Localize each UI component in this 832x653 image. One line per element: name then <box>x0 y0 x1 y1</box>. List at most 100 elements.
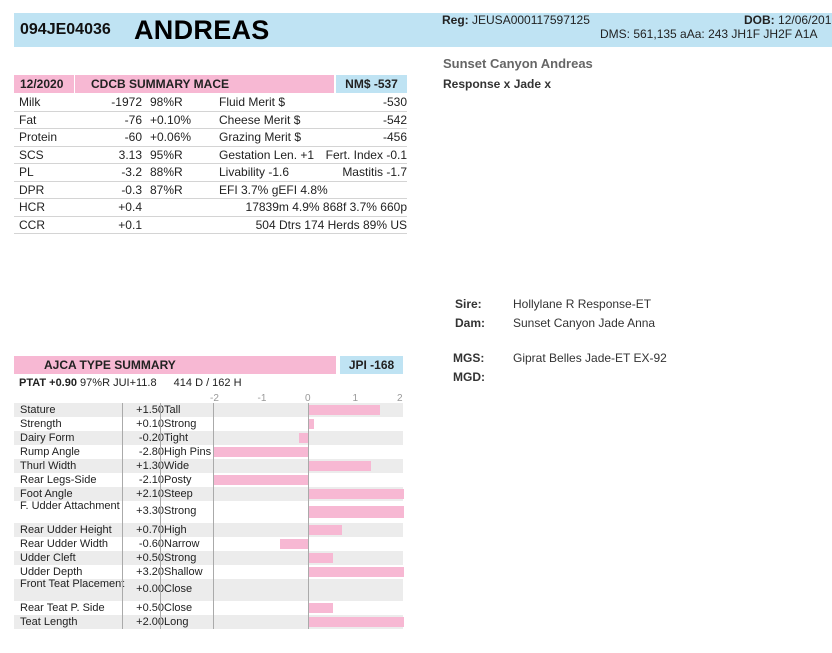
summary-row: SCS 3.13 95%R Gestation Len. +1 Fert. Index … <box>14 147 407 164</box>
type-trait-bar <box>309 419 314 429</box>
type-trait-descriptor: High <box>164 524 187 536</box>
trait-value: -60 <box>124 130 142 144</box>
mgd-label: MGD: <box>453 370 485 384</box>
merit-label: Grazing Merit $ <box>219 130 302 144</box>
sire-label: Sire: <box>455 297 482 311</box>
summary-row: Protein -60 +0.06% Grazing Merit $ -456 <box>14 129 407 147</box>
type-trait-bar <box>309 506 404 518</box>
type-trait-row: Strength +0.10 Strong <box>14 417 403 431</box>
merit-label: Fluid Merit $ <box>219 95 286 109</box>
type-trait-value: +3.30 <box>136 505 164 517</box>
type-trait-bar <box>309 525 343 535</box>
type-trait-bar <box>309 489 404 499</box>
type-trait-name: Front Teat Placement <box>20 578 125 590</box>
summary-row: HCR +0.4 17839m 4.9% 868f 3.7% 660p <box>14 199 407 217</box>
type-trait-row: Udder Depth +3.20 Shallow <box>14 565 404 579</box>
summary-row: PL -3.2 88%R Livability -1.6 Mastitis -1.7 <box>14 164 407 182</box>
reg-label: Reg: <box>442 13 469 27</box>
trait-reliability: 87%R <box>150 182 183 197</box>
dob-value: 12/06/201 <box>778 13 832 27</box>
merit-value: Fert. Index -0.1 <box>325 147 407 162</box>
type-trait-descriptor: Posty <box>164 474 192 486</box>
dam-name: Sunset Canyon Jade Anna <box>513 316 656 330</box>
trait-name: SCS <box>19 147 44 162</box>
ptat-line: PTAT +0.90 97%R JUI+11.8 414 D / 162 H <box>19 377 242 389</box>
type-trait-table: Stature +1.50 Tall Strength +0.10 Strong Dairy… <box>14 403 404 629</box>
merit-value: 504 Dtrs 174 Herds 89% US <box>255 217 407 232</box>
animal-name: ANDREAS <box>134 15 270 45</box>
type-summary-header: AJCA TYPE SUMMARY JPI -168 <box>14 356 403 374</box>
dob-line: DOB: 12/06/201 <box>744 13 831 27</box>
type-trait-name: Foot Angle <box>20 488 73 500</box>
summary-title: CDCB SUMMARY MACE <box>74 75 334 93</box>
merit-value: Mastitis -1.7 <box>342 165 407 179</box>
summary-row: CCR +0.1 504 Dtrs 174 Herds 89% US <box>14 217 407 234</box>
type-trait-row: Foot Angle +2.10 Steep <box>14 487 404 501</box>
trait-name: Protein <box>19 130 58 144</box>
type-trait-value: +0.00 <box>136 583 164 595</box>
type-trait-descriptor: Strong <box>164 552 197 564</box>
type-trait-name: Stature <box>20 404 56 416</box>
type-trait-name: Rump Angle <box>20 446 80 458</box>
type-trait-descriptor: Strong <box>164 418 197 430</box>
type-trait-bar <box>279 539 308 549</box>
type-trait-bar <box>213 447 308 457</box>
type-trait-name: Teat Length <box>20 616 78 628</box>
scale-tick-label: -1 <box>257 393 267 404</box>
type-trait-value: +1.50 <box>136 404 164 416</box>
type-trait-value: +0.70 <box>136 524 164 536</box>
trait-reliability: +0.10% <box>150 112 192 127</box>
type-trait-bar <box>309 553 333 563</box>
merit-label: Cheese Merit $ <box>219 112 301 127</box>
ptat-details: 97%R JUI+11.8 <box>80 377 157 389</box>
registration-line: Reg: JEUSA000117597125 <box>442 13 590 27</box>
trait-value: +0.4 <box>118 200 142 214</box>
trait-name: HCR <box>19 200 45 214</box>
type-trait-name: Rear Teat P. Side <box>20 602 105 614</box>
dob-label: DOB: <box>744 13 775 27</box>
type-trait-row: Teat Length +2.00 Long <box>14 615 404 629</box>
merit-label: Gestation Len. +1 <box>219 147 315 162</box>
full-name: Sunset Canyon Andreas <box>443 56 593 71</box>
type-zero-line <box>308 403 309 629</box>
type-trait-name: Udder Cleft <box>20 552 76 564</box>
reg-value: JEUSA000117597125 <box>472 13 590 27</box>
type-trait-descriptor: Steep <box>164 488 193 500</box>
type-trait-name: Thurl Width <box>20 460 77 472</box>
type-trait-value: -2.80 <box>138 446 164 458</box>
trait-reliability: 95%R <box>150 147 183 162</box>
type-trait-value: +3.20 <box>136 566 164 578</box>
type-trait-descriptor: Long <box>164 616 189 628</box>
trait-name: CCR <box>19 217 45 232</box>
summary-table: Milk -1972 98%R Fluid Merit $ -530 Fat -76 +0.1… <box>14 94 407 234</box>
header-band: 094JE04036 ANDREAS <box>14 13 832 47</box>
type-trait-value: +2.10 <box>136 488 164 500</box>
net-merit-badge: NM$ -537 <box>336 75 407 93</box>
type-trait-row: Thurl Width +1.30 Wide <box>14 459 403 473</box>
type-trait-bar <box>213 475 308 485</box>
merit-label: Livability -1.6 <box>219 165 290 179</box>
type-trait-row: Rump Angle -2.80 High Pins <box>14 445 403 459</box>
type-summary-title: AJCA TYPE SUMMARY <box>14 356 336 374</box>
type-trait-name: Rear Legs-Side <box>20 474 97 486</box>
merit-value: -530 <box>382 95 407 109</box>
summary-header: 12/2020 CDCB SUMMARY MACE NM$ -537 <box>14 75 407 93</box>
summary-row: Fat -76 +0.10% Cheese Merit $ -542 <box>14 112 407 129</box>
type-trait-name: F. Udder Attachment <box>20 500 120 512</box>
type-trait-name: Strength <box>20 418 62 430</box>
sire-name: Hollylane R Response-ET <box>513 297 652 311</box>
mgs-name: Giprat Belles Jade-ET EX-92 <box>513 351 667 365</box>
type-trait-value: -0.60 <box>138 538 164 550</box>
trait-value: +0.1 <box>118 217 142 232</box>
type-trait-name: Rear Udder Height <box>20 524 112 536</box>
merit-value: -456 <box>382 130 407 144</box>
type-trait-value: +0.10 <box>136 418 164 430</box>
parentage: Response x Jade x <box>443 77 552 91</box>
type-trait-bar <box>309 567 404 577</box>
scale-tick-label: 1 <box>352 393 359 404</box>
summary-row: Milk -1972 98%R Fluid Merit $ -530 <box>14 94 407 112</box>
mgs-label: MGS: <box>453 351 485 365</box>
trait-name: PL <box>19 165 34 179</box>
scale-tick-label: 2 <box>397 393 403 404</box>
type-descriptor-divider <box>160 403 161 629</box>
